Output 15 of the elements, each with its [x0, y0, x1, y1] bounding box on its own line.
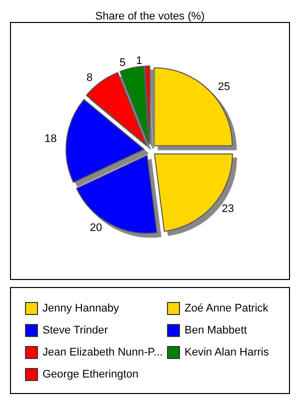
legend-label: George Etherington	[42, 368, 139, 380]
data-label: 8	[86, 72, 93, 84]
data-label: 25	[218, 81, 230, 94]
data-label: 20	[90, 222, 102, 234]
legend-label: Zoé Anne Patrick	[184, 302, 269, 314]
data-label: 5	[119, 57, 126, 70]
legend-label: Ben Mabbett	[184, 324, 247, 336]
legend-label: Jean Elizabeth Nunn-P...	[42, 346, 163, 358]
chart-title: Share of the votes (%)	[95, 10, 205, 22]
data-label: 1	[136, 55, 142, 68]
data-label: 18	[44, 132, 57, 145]
data-label: 23	[222, 202, 234, 215]
legend-label: Kevin Alan Harris	[184, 346, 270, 358]
legend-label: Jenny Hannaby	[42, 302, 120, 314]
legend-label: Steve Trinder	[42, 324, 108, 336]
